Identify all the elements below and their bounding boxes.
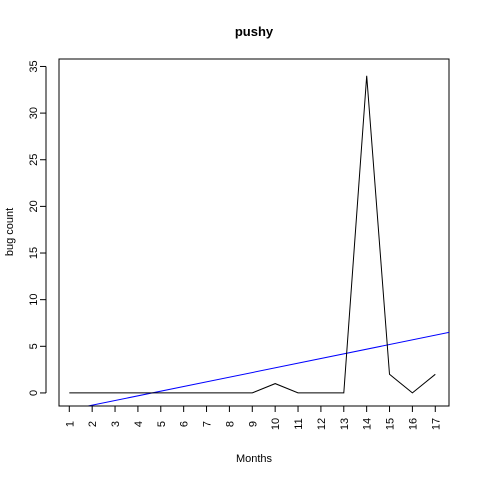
x-tick-label: 4 bbox=[133, 421, 145, 427]
y-tick-label: 0 bbox=[28, 390, 40, 396]
series-line bbox=[69, 75, 436, 394]
x-tick-label: 9 bbox=[247, 421, 259, 427]
chart-title: pushy bbox=[235, 24, 274, 39]
x-tick-label: 1 bbox=[64, 421, 76, 427]
y-axis: 0 5 10 15 20 25 30 35 bbox=[28, 60, 47, 396]
trend-layer bbox=[85, 331, 449, 406]
series-layer bbox=[69, 75, 436, 394]
y-tick-label: 35 bbox=[28, 60, 40, 72]
x-tick-label: 8 bbox=[224, 421, 236, 427]
y-tick-label: 30 bbox=[28, 107, 40, 119]
x-tick-label: 11 bbox=[293, 418, 305, 429]
y-axis-label: bug count bbox=[4, 208, 16, 256]
x-tick-label: 13 bbox=[339, 418, 351, 430]
x-tick-label: 14 bbox=[362, 418, 374, 430]
y-tick-label: 5 bbox=[28, 343, 40, 349]
y-tick-label: 20 bbox=[28, 200, 40, 212]
x-tick-label: 15 bbox=[385, 418, 397, 430]
x-tick-label: 12 bbox=[316, 418, 328, 430]
x-tick-label: 5 bbox=[156, 421, 168, 427]
x-tick-label: 10 bbox=[270, 418, 282, 430]
plot-frame bbox=[58, 58, 450, 407]
x-tick-label: 2 bbox=[87, 421, 99, 427]
x-tick-label: 6 bbox=[179, 421, 191, 427]
x-tick-label: 7 bbox=[202, 421, 214, 427]
x-tick-label: 16 bbox=[407, 418, 419, 430]
y-tick-label: 25 bbox=[28, 154, 40, 166]
trend-line bbox=[85, 331, 449, 406]
x-tick-label: 17 bbox=[430, 418, 442, 430]
x-axis-label: Months bbox=[236, 453, 273, 465]
x-tick-label: 3 bbox=[110, 421, 122, 427]
y-tick-label: 10 bbox=[28, 294, 40, 306]
x-axis: 1 2 3 4 5 6 7 8 9 10 11 12 13 14 15 16 17 bbox=[64, 405, 442, 430]
y-tick-label: 15 bbox=[28, 247, 40, 259]
